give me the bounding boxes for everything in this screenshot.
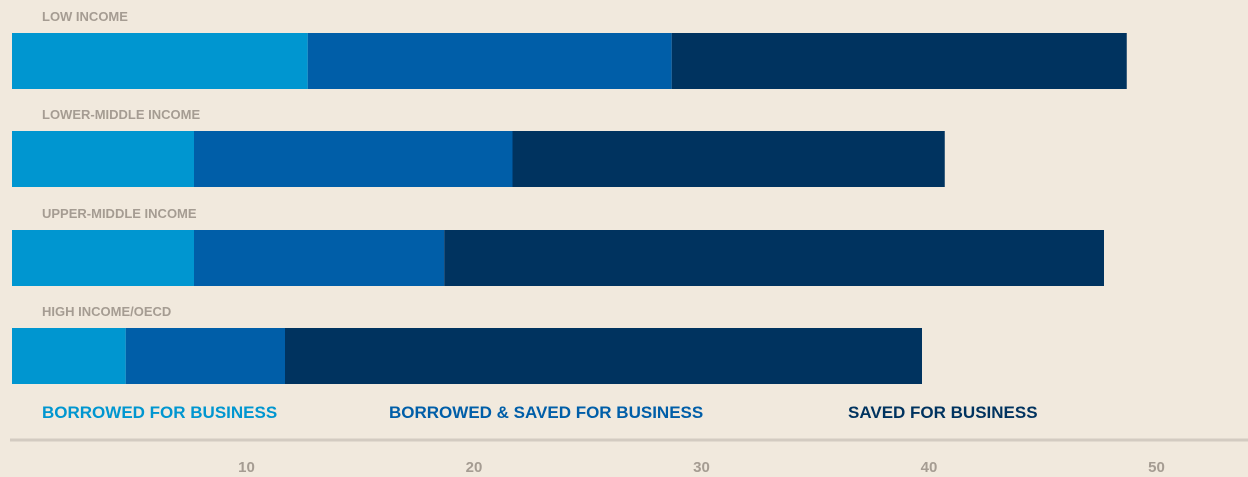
x-tick-label-10: 10 xyxy=(238,459,255,476)
x-tick-label-20: 20 xyxy=(466,459,483,476)
bars xyxy=(12,33,1127,384)
bar-lower-middle-income-borrowed-saved-for-business xyxy=(194,131,513,187)
category-labels: LOW INCOME LOWER-MIDDLE INCOME UPPER-MIDDL… xyxy=(42,9,200,319)
bar-upper-middle-income-borrowed-saved-for-business xyxy=(194,230,445,286)
legend-item-borrowed-saved-for-business: BORROWED & SAVED FOR BUSINESS xyxy=(389,403,703,422)
bar-lower-middle-income-saved-for-business xyxy=(512,131,945,187)
bar-low-income-borrowed-saved-for-business xyxy=(307,33,672,89)
x-axis-ticks: 10 20 30 40 50 xyxy=(238,459,1165,476)
bar-high-income-oecd-borrowed-for-business xyxy=(12,328,126,384)
bar-lower-middle-income-borrowed-for-business xyxy=(12,131,194,187)
bar-high-income-oecd-borrowed-saved-for-business xyxy=(125,328,285,384)
bar-upper-middle-income-saved-for-business xyxy=(444,230,1104,286)
x-tick-label-50: 50 xyxy=(1148,459,1165,476)
x-tick-label-30: 30 xyxy=(693,459,710,476)
bar-high-income-oecd-saved-for-business xyxy=(285,328,922,384)
x-tick-label-40: 40 xyxy=(921,459,938,476)
category-label-lower-middle-income: LOWER-MIDDLE INCOME xyxy=(42,107,200,122)
category-label-low-income: LOW INCOME xyxy=(42,9,128,24)
bar-upper-middle-income-borrowed-for-business xyxy=(12,230,194,286)
legend-item-borrowed-for-business: BORROWED FOR BUSINESS xyxy=(42,403,277,422)
category-label-high-income-oecd: HIGH INCOME/OECD xyxy=(42,304,171,319)
bar-low-income-saved-for-business xyxy=(671,33,1127,89)
legend: BORROWED FOR BUSINESS BORROWED & SAVED FO… xyxy=(42,403,1038,422)
category-label-upper-middle-income: UPPER-MIDDLE INCOME xyxy=(42,206,197,221)
bar-low-income-borrowed-for-business xyxy=(12,33,308,89)
legend-item-saved-for-business: SAVED FOR BUSINESS xyxy=(848,403,1038,422)
